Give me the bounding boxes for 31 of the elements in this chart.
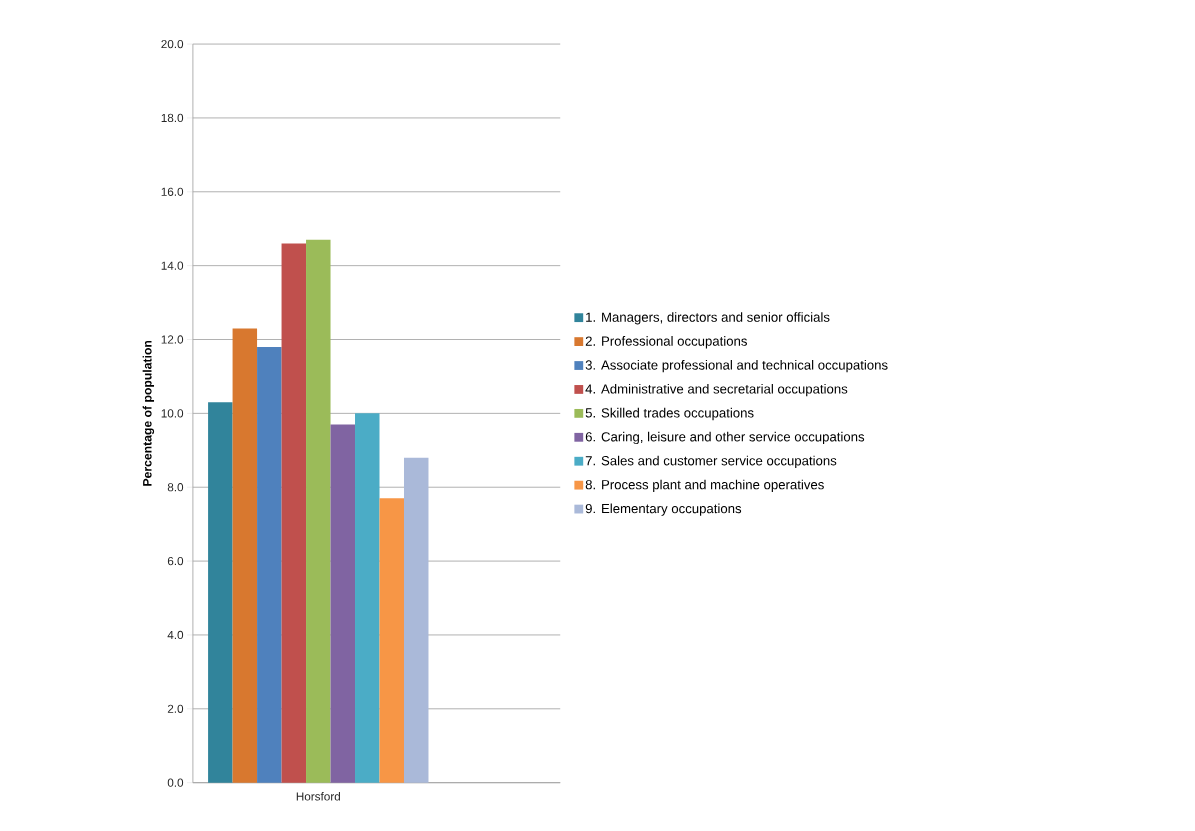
y-tick-label: 20.0 <box>161 40 184 49</box>
y-tick-label: 8.0 <box>167 483 184 492</box>
y-tick-label: 0.0 <box>167 778 184 787</box>
y-tick-label: 4.0 <box>167 630 184 640</box>
legend-label: 1. Managers, directors and senior officials <box>586 312 830 325</box>
bar <box>404 457 429 783</box>
legend-label: 2. Professional occupations <box>585 336 747 349</box>
bar <box>330 424 356 783</box>
legend-label: 8. Process plant and machine operatives <box>585 479 824 493</box>
bar <box>232 328 258 783</box>
y-tick-label: 10.0 <box>161 409 184 418</box>
legend-label: 3. Associate professional and technical occupations <box>585 360 888 373</box>
y-tick-label: 2.0 <box>167 704 184 714</box>
bar <box>355 413 380 783</box>
y-tick-label: 18.0 <box>161 113 184 123</box>
legend-label: 5. Skilled trades occupations <box>585 408 754 421</box>
legend-label: 4. Administrative and secretarial occupations <box>585 384 848 397</box>
legend-label: 7. Sales and customer service occupations <box>585 455 837 469</box>
y-axis-title: Percentage of population <box>142 341 155 486</box>
bar <box>257 347 282 783</box>
y-tick-label: 12.0 <box>161 335 184 344</box>
y-tick-label: 6.0 <box>167 557 184 566</box>
bar <box>379 498 404 783</box>
bar <box>208 402 233 783</box>
y-tick-label: 16.0 <box>161 187 184 197</box>
bar <box>281 243 307 783</box>
x-tick-label: Horsford <box>296 792 340 801</box>
legend-label: 9. Elementary occupations <box>585 503 742 517</box>
y-tick-label: 14.0 <box>161 261 184 270</box>
legend-label: 6. Caring, leisure and other service occupations <box>585 431 865 445</box>
bar <box>306 239 331 783</box>
